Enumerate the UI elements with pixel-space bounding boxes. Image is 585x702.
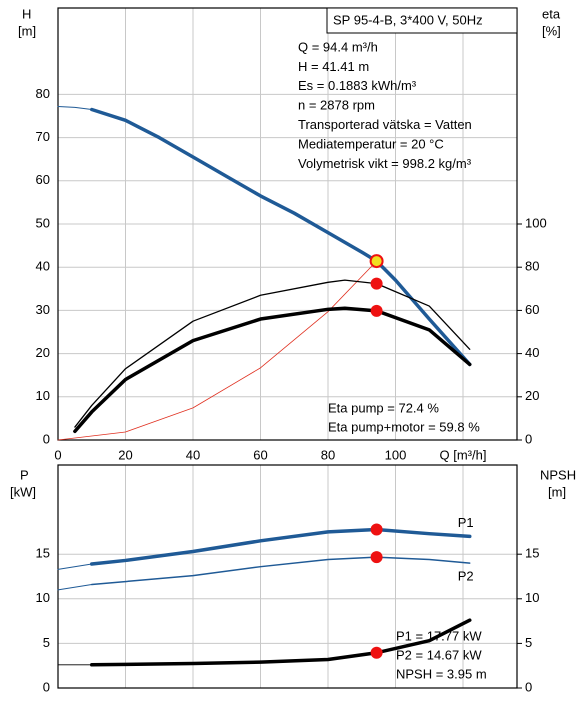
info-line: Es = 0.1883 kWh/m³: [298, 78, 417, 93]
info-line: n = 2878 rpm: [298, 98, 375, 113]
plot-frame: [57, 7, 518, 441]
operating-point: [370, 523, 383, 536]
title-box: [326, 7, 518, 34]
y2-axis-label: [%]: [542, 23, 561, 38]
y-tick-label: 80: [36, 86, 50, 101]
info-line: Transporterad vätska = Vatten: [298, 117, 472, 132]
x-tick-label: Q [m³/h]: [440, 447, 487, 462]
info-line: Mediatemperatur = 20 °C: [298, 136, 444, 151]
y2-tick-label: 10: [525, 590, 539, 605]
x-tick-label: 20: [118, 447, 132, 462]
y-tick-label: 60: [36, 172, 50, 187]
x-tick-label: 0: [54, 447, 61, 462]
y2-axis-label: NPSH: [540, 467, 576, 482]
operating-point: [370, 646, 383, 659]
x-tick-label: 40: [186, 447, 200, 462]
x-tick-label: 100: [385, 447, 407, 462]
y2-tick-label: 100: [525, 215, 547, 230]
curve: [90, 527, 472, 566]
series-label: P2: [458, 569, 474, 584]
operating-point: [370, 277, 383, 290]
series-label: P1: [458, 515, 474, 530]
x-tick-label: 80: [321, 447, 335, 462]
plot-frame: [57, 464, 518, 689]
y2-tick-label: 0: [525, 679, 532, 694]
y-tick-label: 10: [36, 388, 50, 403]
y-tick-label: 0: [43, 679, 50, 694]
curve: [91, 556, 471, 586]
y-axis-label: H: [22, 6, 31, 21]
curve: [57, 563, 93, 570]
chart-title: SP 95-4-B, 3*400 V, 50Hz: [333, 12, 483, 27]
annotation: P1 = 17.77 kW: [396, 628, 482, 643]
annotation: P2 = 14.67 kW: [396, 647, 482, 662]
y-tick-label: 30: [36, 302, 50, 317]
y2-axis-label: [m]: [548, 484, 566, 499]
y-axis-label: [m]: [18, 23, 36, 38]
y2-tick-label: 80: [525, 259, 539, 274]
y-tick-label: 70: [36, 129, 50, 144]
curve: [90, 107, 472, 367]
info-line: Q = 94.4 m³/h: [298, 39, 378, 54]
y2-tick-label: 5: [525, 635, 532, 650]
annotation: Eta pump+motor = 59.8 %: [328, 419, 480, 434]
annotation: Eta pump = 72.4 %: [328, 400, 439, 415]
y2-tick-label: 20: [525, 388, 539, 403]
y-tick-label: 50: [36, 215, 50, 230]
operating-point: [369, 254, 384, 269]
curve: [73, 306, 472, 434]
y-tick-label: 15: [36, 546, 50, 561]
annotation: NPSH = 3.95 m: [396, 666, 487, 681]
x-tick-label: 60: [253, 447, 267, 462]
curve: [74, 279, 471, 428]
curve: [57, 260, 377, 441]
y2-tick-label: 15: [525, 546, 539, 561]
y-tick-label: 10: [36, 590, 50, 605]
curve: [57, 584, 93, 591]
y-tick-label: 0: [43, 431, 50, 446]
y-axis-label: P: [20, 467, 29, 482]
y2-tick-label: 60: [525, 302, 539, 317]
curve: [57, 105, 93, 111]
y2-axis-label: eta: [542, 6, 561, 21]
y-axis-label: [kW]: [10, 484, 36, 499]
info-line: H = 41.41 m: [298, 59, 369, 74]
operating-point: [370, 304, 383, 317]
y-tick-label: 20: [36, 345, 50, 360]
curve: [90, 618, 472, 667]
y-tick-label: 5: [43, 635, 50, 650]
info-line: Volymetrisk vikt = 998.2 kg/m³: [298, 156, 472, 171]
y2-tick-label: 0: [525, 431, 532, 446]
y-tick-label: 40: [36, 259, 50, 274]
operating-point: [370, 551, 383, 564]
y2-tick-label: 40: [525, 345, 539, 360]
